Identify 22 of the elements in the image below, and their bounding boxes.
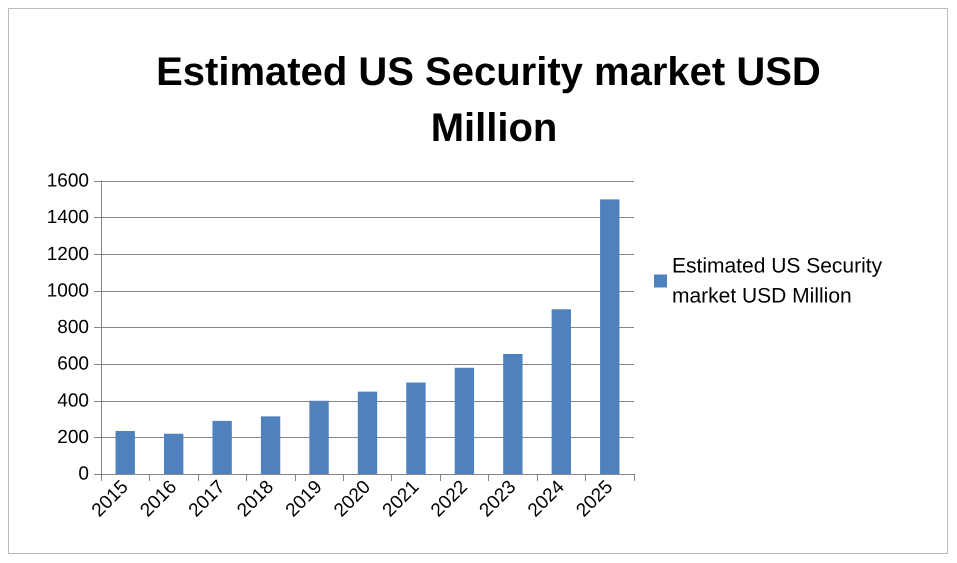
bar bbox=[552, 309, 572, 474]
y-tick-label: 400 bbox=[57, 390, 89, 412]
y-tick-label: 1000 bbox=[46, 280, 89, 302]
y-tick-label: 600 bbox=[57, 354, 89, 375]
bar bbox=[116, 430, 135, 474]
bar bbox=[309, 400, 329, 474]
y-tick-label: 1200 bbox=[46, 244, 89, 265]
y-tick-label: 0 bbox=[78, 464, 89, 484]
y-tick-label: 1400 bbox=[46, 207, 89, 228]
bar bbox=[260, 416, 280, 474]
y-tick-label: 1600 bbox=[46, 170, 89, 192]
y-tick-label: 800 bbox=[57, 317, 89, 338]
bar bbox=[503, 354, 523, 474]
bar bbox=[358, 392, 378, 474]
y-tick-label: 200 bbox=[57, 426, 89, 448]
legend-label: Estimated US Security market USD Million bbox=[672, 254, 888, 308]
bar bbox=[164, 434, 184, 474]
bar bbox=[212, 420, 232, 474]
chart-title: Estimated US Security market USD Million bbox=[156, 50, 832, 150]
bar bbox=[454, 368, 474, 474]
bar bbox=[600, 199, 620, 474]
bar bbox=[406, 382, 426, 474]
